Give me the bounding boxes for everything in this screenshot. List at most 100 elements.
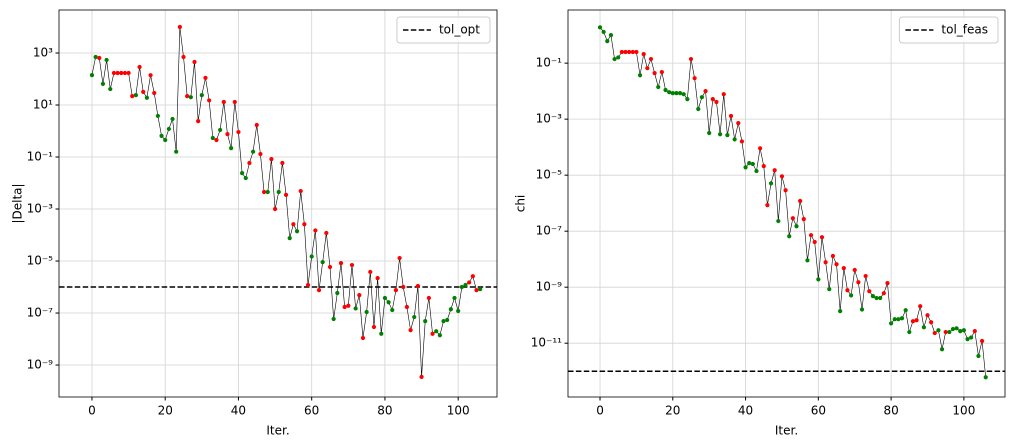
data-point	[309, 254, 314, 259]
data-point	[630, 49, 635, 55]
data-point	[379, 331, 384, 336]
data-point	[918, 304, 923, 309]
data-point	[364, 309, 369, 315]
data-point	[159, 133, 164, 138]
data-point	[758, 146, 763, 151]
data-point	[608, 33, 614, 38]
data-point	[324, 230, 329, 236]
data-point	[152, 90, 157, 96]
y-tick-label: 10⁻³	[536, 112, 563, 126]
data-point	[885, 281, 890, 286]
data-point	[929, 320, 934, 325]
data-point	[166, 126, 171, 132]
data-point	[823, 260, 828, 265]
data-point	[327, 264, 333, 270]
data-point	[240, 171, 245, 176]
data-point	[717, 132, 723, 137]
data-point	[368, 269, 373, 275]
data-point	[677, 91, 683, 96]
data-point	[382, 295, 388, 301]
data-point	[280, 160, 285, 166]
data-point	[787, 234, 792, 239]
data-point	[896, 317, 901, 322]
data-point	[397, 255, 402, 261]
data-point	[907, 329, 912, 335]
data-point	[801, 217, 806, 222]
data-point	[320, 259, 325, 265]
data-point	[155, 113, 160, 119]
data-point	[641, 52, 646, 57]
data-line	[91, 26, 481, 377]
data-point	[856, 280, 861, 285]
data-point	[177, 24, 182, 30]
data-point	[294, 229, 300, 234]
data-point	[750, 161, 755, 167]
y-tick-label: 10⁻³	[27, 202, 54, 216]
data-point	[335, 290, 340, 296]
x-tick-label: 0	[88, 404, 96, 418]
data-point	[834, 262, 839, 267]
data-point	[874, 295, 879, 301]
data-point	[89, 73, 95, 78]
data-point	[867, 289, 872, 294]
data-point	[437, 333, 442, 338]
data-point	[914, 318, 919, 323]
data-point	[445, 317, 450, 323]
data-point	[736, 121, 741, 126]
data-point	[393, 288, 399, 293]
data-point	[100, 81, 106, 86]
data-point	[130, 93, 135, 99]
data-point	[863, 273, 868, 279]
data-point	[115, 70, 120, 76]
data-point	[346, 303, 351, 308]
x-tick-label: 0	[596, 404, 604, 418]
data-point	[287, 236, 292, 241]
data-point	[360, 335, 366, 341]
data-point	[269, 157, 274, 162]
data-point	[199, 93, 204, 98]
data-point	[838, 309, 843, 314]
y-tick-label: 10⁻¹¹	[531, 336, 562, 350]
data-point	[707, 130, 712, 136]
data-point	[728, 113, 734, 119]
data-point	[645, 66, 650, 71]
y-tick-label: 10⁻⁷	[536, 224, 563, 238]
y-tick-label: 10⁻¹	[27, 150, 54, 164]
data-point	[236, 129, 241, 135]
x-tick-label: 20	[665, 404, 680, 418]
data-point	[714, 99, 719, 105]
data-point	[768, 181, 774, 186]
data-point	[939, 347, 945, 352]
data-point	[316, 288, 322, 293]
x-tick-label: 60	[304, 404, 319, 418]
data-point	[819, 235, 825, 240]
data-point	[892, 317, 897, 322]
data-point	[754, 168, 759, 174]
data-point	[619, 49, 624, 55]
x-tick-label: 100	[952, 404, 975, 418]
data-point	[656, 84, 661, 90]
data-point	[950, 326, 956, 332]
data-point	[983, 375, 988, 380]
data-point	[174, 149, 179, 154]
data-point	[250, 149, 256, 154]
data-point	[710, 97, 715, 102]
data-point	[634, 49, 639, 55]
data-point	[203, 75, 208, 81]
data-point	[972, 329, 977, 334]
data-point	[126, 70, 131, 76]
data-point	[229, 146, 234, 151]
data-point	[692, 76, 697, 81]
data-point	[947, 329, 952, 335]
data-point	[276, 189, 281, 195]
data-point	[207, 98, 212, 103]
data-point	[459, 284, 464, 290]
data-point	[456, 308, 461, 314]
data-point	[291, 222, 296, 227]
data-point	[936, 328, 941, 333]
data-point	[848, 293, 854, 298]
y-tick-label: 10⁻⁷	[27, 306, 54, 320]
data-point	[470, 274, 475, 279]
data-point	[674, 91, 679, 96]
